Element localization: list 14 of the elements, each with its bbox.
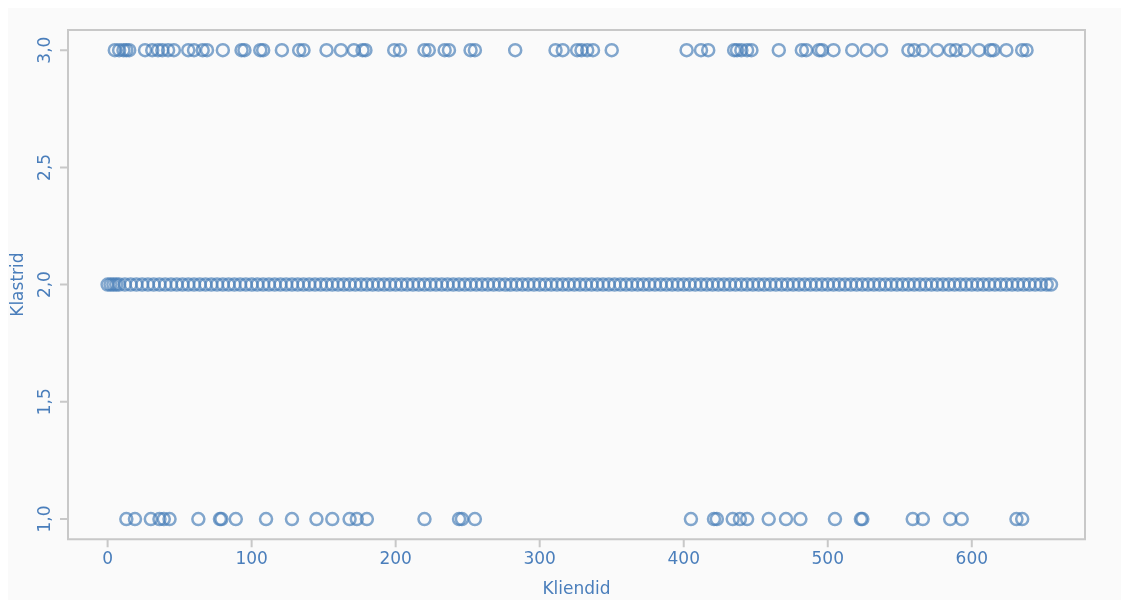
x-tick-label: 100 — [235, 547, 268, 568]
x-tick-label: 300 — [523, 547, 556, 568]
y-tick-label: 1,0 — [34, 505, 55, 533]
y-tick-label: 1,5 — [34, 388, 55, 416]
x-tick-label: 200 — [379, 547, 412, 568]
x-tick-label: 600 — [955, 547, 989, 568]
y-tick-label: 3,0 — [34, 36, 55, 64]
y-tick-label: 2,5 — [34, 153, 55, 181]
x-tick-label: 400 — [667, 547, 700, 568]
y-tick-label: 2,0 — [34, 271, 55, 299]
y-axis-title: Klastrid — [6, 252, 27, 317]
x-tick-label: 500 — [811, 547, 844, 568]
x-tick-label: 0 — [102, 547, 114, 568]
x-axis-title: Kliendid — [542, 578, 611, 599]
